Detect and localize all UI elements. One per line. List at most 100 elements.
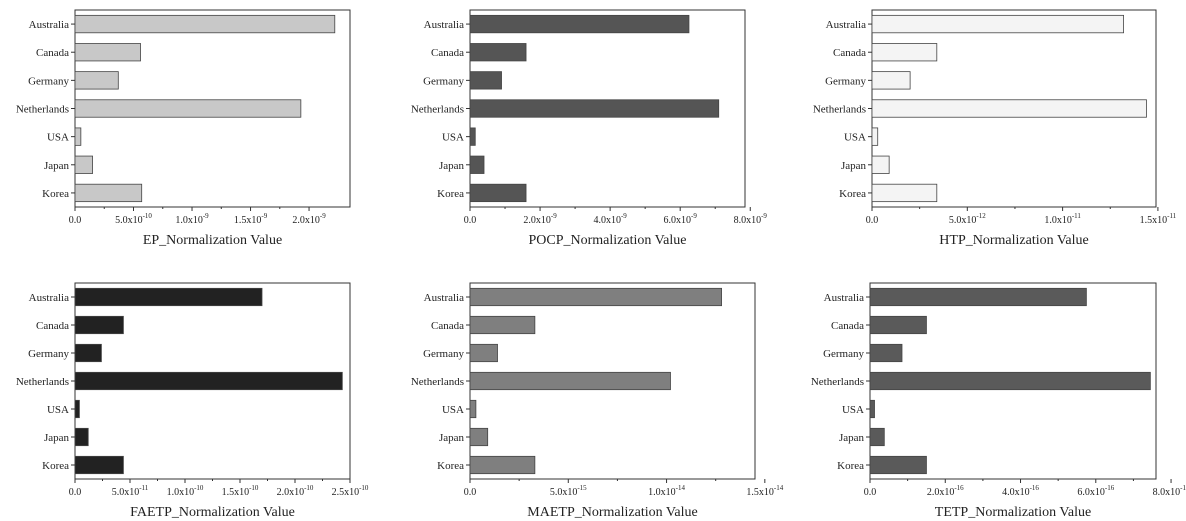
bar: [74, 315, 124, 335]
category-label: Netherlands: [411, 104, 464, 116]
bar: [74, 155, 93, 174]
chart-3: Australia Canada Germany Netherlands USA Japa…: [16, 282, 369, 520]
bar: [869, 315, 927, 335]
x-axis-label: FAETP_Normalization Value: [130, 505, 295, 520]
chart-4: Australia Canada Germany Netherlands USA Japa…: [411, 282, 784, 520]
bar: [869, 455, 927, 475]
tick-label: 0.0: [866, 215, 879, 226]
tick-label: 2.0x10-10: [277, 484, 314, 498]
bar: [74, 14, 336, 34]
category-label: Australia: [424, 19, 464, 31]
bar: [871, 71, 911, 90]
category-label: Australia: [826, 19, 866, 31]
tick-label: 2.0x10-9: [292, 212, 326, 226]
tick-label: 0.0: [464, 215, 477, 226]
bar: [869, 343, 903, 363]
x-axis-label: POCP_Normalization Value: [528, 233, 686, 248]
bar: [74, 127, 82, 146]
category-label: Korea: [437, 188, 464, 200]
tick-label: 5.0x10-11: [112, 484, 149, 498]
x-axis-label: TETP_Normalization Value: [935, 505, 1091, 520]
bar: [74, 287, 263, 307]
tick-label: 0.0: [864, 487, 877, 498]
bar: [469, 371, 671, 391]
tick-label: 2.5x10-10: [332, 484, 369, 498]
tick-label: 2.0x10-16: [927, 484, 964, 498]
category-label: Japan: [839, 432, 865, 444]
tick-label: 5.0x10-12: [949, 212, 986, 226]
tick-label: 1.0x10-11: [1044, 212, 1081, 226]
category-label: USA: [47, 404, 69, 416]
bar: [469, 99, 720, 118]
category-label: Germany: [28, 75, 69, 87]
bar: [469, 155, 485, 174]
chart-2: Australia Canada Germany Netherlands USA Japa…: [813, 9, 1177, 248]
category-label: Australia: [29, 19, 69, 31]
category-label: USA: [442, 404, 464, 416]
tick-label: 5.0x10-15: [550, 484, 587, 498]
category-label: Canada: [36, 320, 69, 332]
category-label: Canada: [431, 320, 464, 332]
tick-label: 1.0x10-9: [175, 212, 209, 226]
bar: [469, 315, 536, 335]
bar: [74, 71, 119, 90]
bar: [74, 427, 89, 447]
bar: [74, 399, 80, 419]
bar: [871, 14, 1124, 34]
category-label: Australia: [424, 292, 464, 304]
category-label: Australia: [824, 292, 864, 304]
category-label: Netherlands: [16, 376, 69, 388]
category-label: Japan: [439, 160, 465, 172]
category-label: USA: [842, 404, 864, 416]
category-label: Germany: [423, 348, 464, 360]
tick-label: 6.0x10-16: [1077, 484, 1114, 498]
tick-label: 2.0x10-9: [523, 212, 557, 226]
bar: [74, 43, 141, 62]
bar: [74, 183, 143, 203]
category-label: Netherlands: [813, 104, 866, 116]
bar: [871, 127, 879, 146]
bar: [869, 399, 875, 419]
category-label: Netherlands: [16, 104, 69, 116]
bar: [469, 71, 502, 90]
category-label: Australia: [29, 292, 69, 304]
tick-label: 8.0x10-16: [1153, 484, 1186, 498]
category-label: Korea: [42, 188, 69, 200]
x-axis-label: MAETP_Normalization Value: [527, 505, 697, 520]
chart-5: Australia Canada Germany Netherlands USA Japa…: [811, 282, 1186, 520]
tick-label: 0.0: [464, 487, 477, 498]
bar: [871, 183, 938, 203]
tick-label: 0.0: [69, 215, 82, 226]
bar: [871, 155, 890, 174]
bar: [74, 343, 102, 363]
bar: [469, 14, 690, 34]
tick-label: 0.0: [69, 487, 82, 498]
tick-label: 4.0x10-16: [1002, 484, 1039, 498]
tick-label: 1.5x10-9: [234, 212, 268, 226]
bar: [469, 455, 536, 475]
category-label: Germany: [823, 348, 864, 360]
category-label: USA: [442, 132, 464, 144]
category-label: Germany: [825, 75, 866, 87]
bar: [74, 371, 343, 391]
category-label: Germany: [28, 348, 69, 360]
category-label: Germany: [423, 75, 464, 87]
chart-1: Australia Canada Germany Netherlands USA Japa…: [411, 9, 767, 248]
bar: [469, 427, 489, 447]
tick-label: 5.0x10-10: [115, 212, 152, 226]
category-label: Japan: [44, 160, 70, 172]
bar: [74, 455, 124, 475]
tick-label: 1.0x10-10: [167, 484, 204, 498]
bar: [469, 343, 498, 363]
bar: [469, 399, 477, 419]
category-label: Japan: [439, 432, 465, 444]
x-axis-label: HTP_Normalization Value: [939, 233, 1088, 248]
tick-label: 6.0x10-9: [664, 212, 698, 226]
tick-label: 4.0x10-9: [593, 212, 627, 226]
category-label: Japan: [841, 160, 867, 172]
bar: [869, 287, 1087, 307]
category-label: USA: [844, 132, 866, 144]
chart-0: Australia Canada Germany Netherlands USA Japa…: [16, 9, 351, 248]
bar: [869, 427, 885, 447]
